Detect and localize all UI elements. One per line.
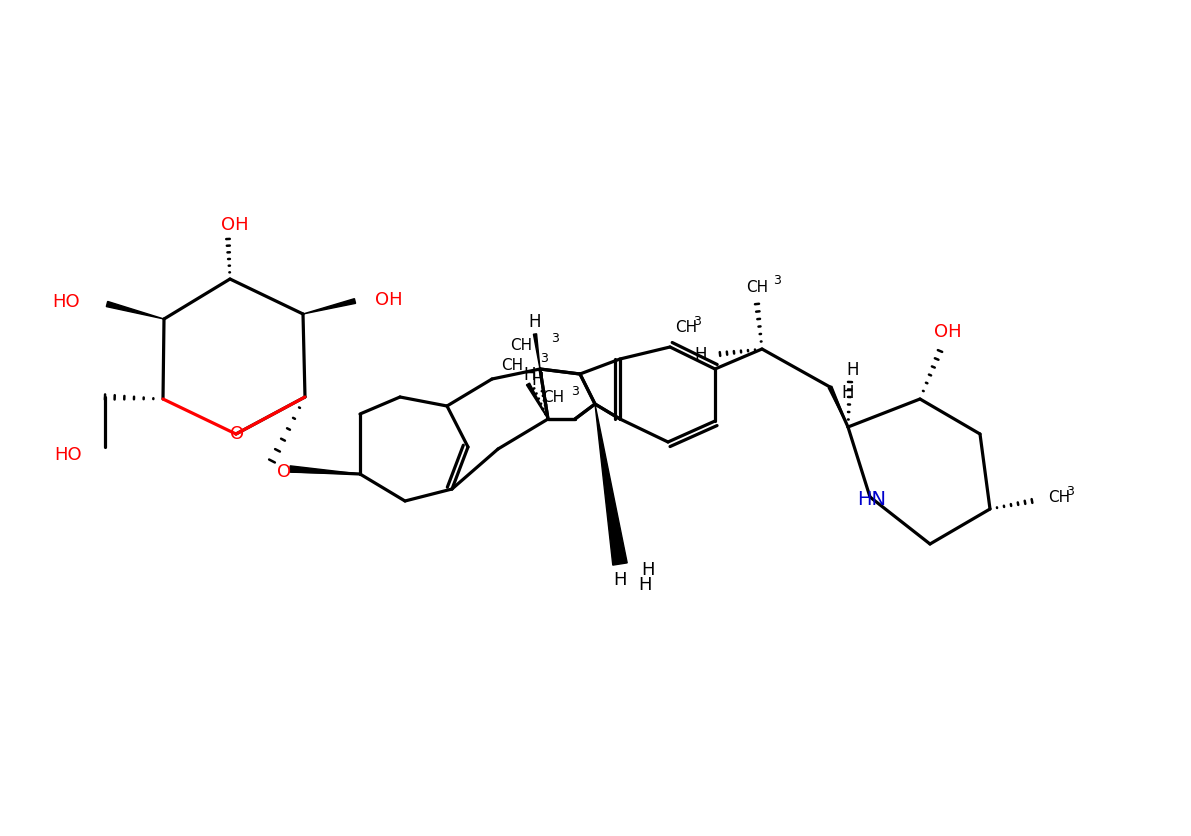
Text: HO: HO (52, 293, 80, 311)
Text: 3: 3 (551, 332, 559, 344)
Text: 3: 3 (570, 385, 579, 398)
Text: H: H (638, 575, 651, 594)
Text: CH: CH (675, 320, 697, 335)
Text: CH: CH (510, 337, 532, 352)
Text: 3: 3 (693, 314, 701, 328)
Polygon shape (526, 384, 548, 420)
Text: H: H (847, 360, 859, 379)
Text: 3: 3 (540, 352, 548, 364)
Polygon shape (828, 387, 848, 427)
Text: CH: CH (542, 390, 565, 405)
Text: H: H (694, 345, 707, 364)
Text: OH: OH (222, 216, 249, 234)
Text: H: H (641, 560, 655, 579)
Text: 3: 3 (1066, 484, 1074, 497)
Text: CH: CH (1048, 490, 1071, 505)
Text: H: H (613, 570, 626, 589)
Text: H: H (529, 313, 541, 330)
Polygon shape (303, 299, 356, 314)
Text: H: H (842, 384, 854, 401)
Polygon shape (289, 466, 360, 475)
Polygon shape (106, 302, 164, 319)
Text: H: H (531, 370, 544, 389)
Text: CH: CH (746, 279, 768, 294)
Text: OH: OH (934, 323, 962, 340)
Text: O: O (278, 462, 291, 481)
Text: OH: OH (375, 291, 403, 308)
Text: HN: HN (858, 490, 886, 509)
Polygon shape (596, 405, 628, 565)
Text: 3: 3 (773, 273, 781, 287)
Text: O: O (230, 425, 244, 442)
Polygon shape (534, 334, 540, 370)
Text: CH: CH (501, 357, 523, 372)
Text: HO: HO (55, 446, 82, 463)
Text: H: H (524, 365, 536, 384)
